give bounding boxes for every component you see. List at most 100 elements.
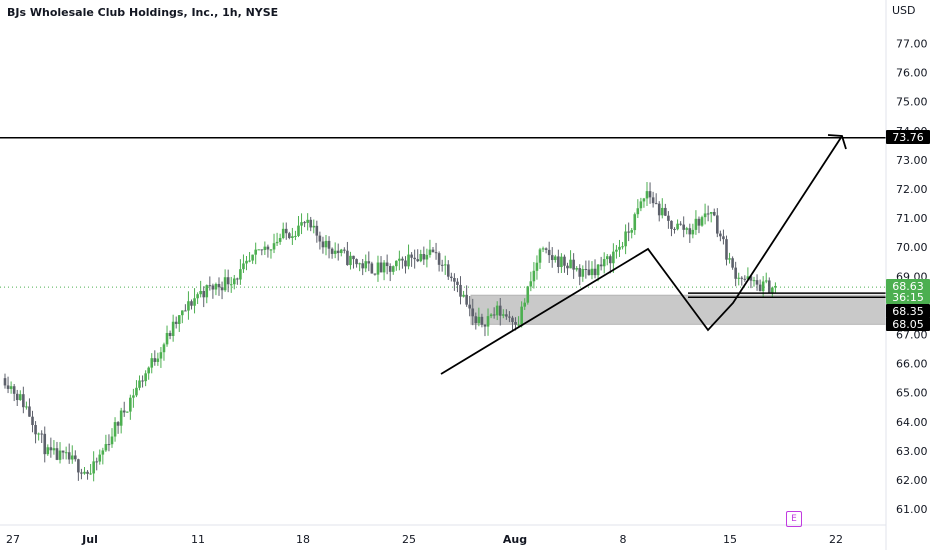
candle-body	[349, 255, 352, 266]
candle-body	[303, 222, 306, 224]
candle-body	[774, 285, 777, 288]
candle-body	[673, 228, 676, 230]
candle-body	[660, 207, 664, 216]
candle-body	[703, 213, 707, 218]
candle-body	[34, 425, 37, 435]
candle-body	[416, 259, 420, 262]
candle-body	[468, 304, 471, 309]
candle-body	[746, 276, 750, 280]
candle-body	[174, 321, 178, 324]
candle-body	[578, 268, 582, 277]
candle-body	[676, 223, 679, 230]
y-tick-label: 72.00	[896, 183, 928, 196]
candle-body	[275, 241, 279, 244]
candle-body	[630, 230, 634, 233]
candle-body	[716, 215, 719, 234]
candle-body	[67, 452, 71, 460]
candle-body	[425, 254, 429, 260]
candle-body	[31, 416, 34, 426]
candle-body	[52, 448, 56, 451]
candle-body	[596, 264, 600, 276]
candle-body	[453, 278, 456, 282]
candle-body	[440, 264, 444, 266]
candle-body	[187, 301, 190, 311]
candle-body	[489, 314, 493, 317]
y-tick-label: 77.00	[896, 38, 928, 51]
candle-body	[229, 284, 233, 286]
candle-body	[254, 249, 257, 255]
candle-body	[165, 332, 169, 345]
x-tick-label: 22	[829, 533, 843, 546]
price-tag-bg	[886, 304, 930, 318]
candle-body	[529, 281, 533, 287]
candle-body	[119, 410, 123, 426]
candle-body	[181, 310, 184, 316]
candle-body	[388, 266, 392, 272]
candle-body	[465, 294, 468, 305]
candle-body	[306, 219, 309, 223]
candle-body	[749, 276, 753, 281]
candle-body	[208, 285, 212, 287]
price-tag-label: 68.63	[892, 280, 924, 293]
candle-body	[544, 248, 548, 250]
candle-body	[645, 191, 649, 199]
candle-body	[566, 265, 569, 269]
candle-body	[217, 283, 221, 288]
candle-body	[40, 433, 43, 435]
candle-body	[575, 268, 578, 270]
candle-body	[294, 235, 297, 237]
support-zone-rect	[470, 294, 887, 325]
candle-body	[486, 316, 490, 327]
candle-body	[437, 253, 441, 265]
candle-body	[395, 260, 398, 267]
candle-body	[590, 268, 594, 276]
candle-body	[150, 358, 154, 368]
candle-body	[346, 250, 349, 266]
currency-label: USD	[892, 4, 916, 17]
candle-body	[719, 233, 722, 237]
y-tick-label: 70.00	[896, 241, 928, 254]
candle-body	[46, 447, 50, 455]
time-axis: 27 Jul 11 18 25 Aug 8 15 22	[0, 524, 886, 546]
candle-body	[584, 268, 588, 270]
candle-body	[407, 254, 410, 267]
candle-body	[122, 410, 126, 413]
candle-body	[477, 316, 481, 323]
candle-body	[532, 270, 536, 282]
candle-body	[523, 302, 527, 307]
candle-body	[605, 256, 609, 260]
candle-body	[379, 262, 383, 273]
x-tick-label: 8	[620, 533, 627, 546]
candle-body	[624, 231, 627, 247]
candle-body	[226, 277, 230, 285]
candle-body	[553, 256, 557, 261]
candle-body	[190, 301, 193, 306]
candlesticks	[3, 181, 777, 482]
candle-body	[101, 450, 105, 455]
candle-body	[443, 264, 447, 266]
candle-body	[107, 444, 111, 446]
candle-body	[135, 387, 138, 396]
candle-body	[141, 380, 144, 382]
y-tick-label: 67.00	[896, 329, 928, 342]
earnings-event-badge[interactable]: E	[786, 511, 802, 527]
candle-body	[376, 262, 380, 275]
candle-body	[569, 259, 572, 269]
candle-body	[664, 207, 667, 216]
candle-body	[498, 305, 502, 316]
candle-body	[391, 266, 395, 272]
candle-body	[636, 208, 640, 215]
candle-body	[318, 235, 322, 242]
candle-body	[761, 281, 765, 292]
candle-body	[755, 280, 759, 285]
candle-body	[74, 455, 77, 460]
candle-body	[260, 249, 264, 251]
candle-body	[162, 344, 166, 353]
candle-body	[196, 294, 199, 299]
candle-body	[459, 284, 462, 297]
candle-body	[428, 249, 432, 255]
candle-body	[456, 281, 459, 285]
candle-body	[492, 314, 496, 316]
